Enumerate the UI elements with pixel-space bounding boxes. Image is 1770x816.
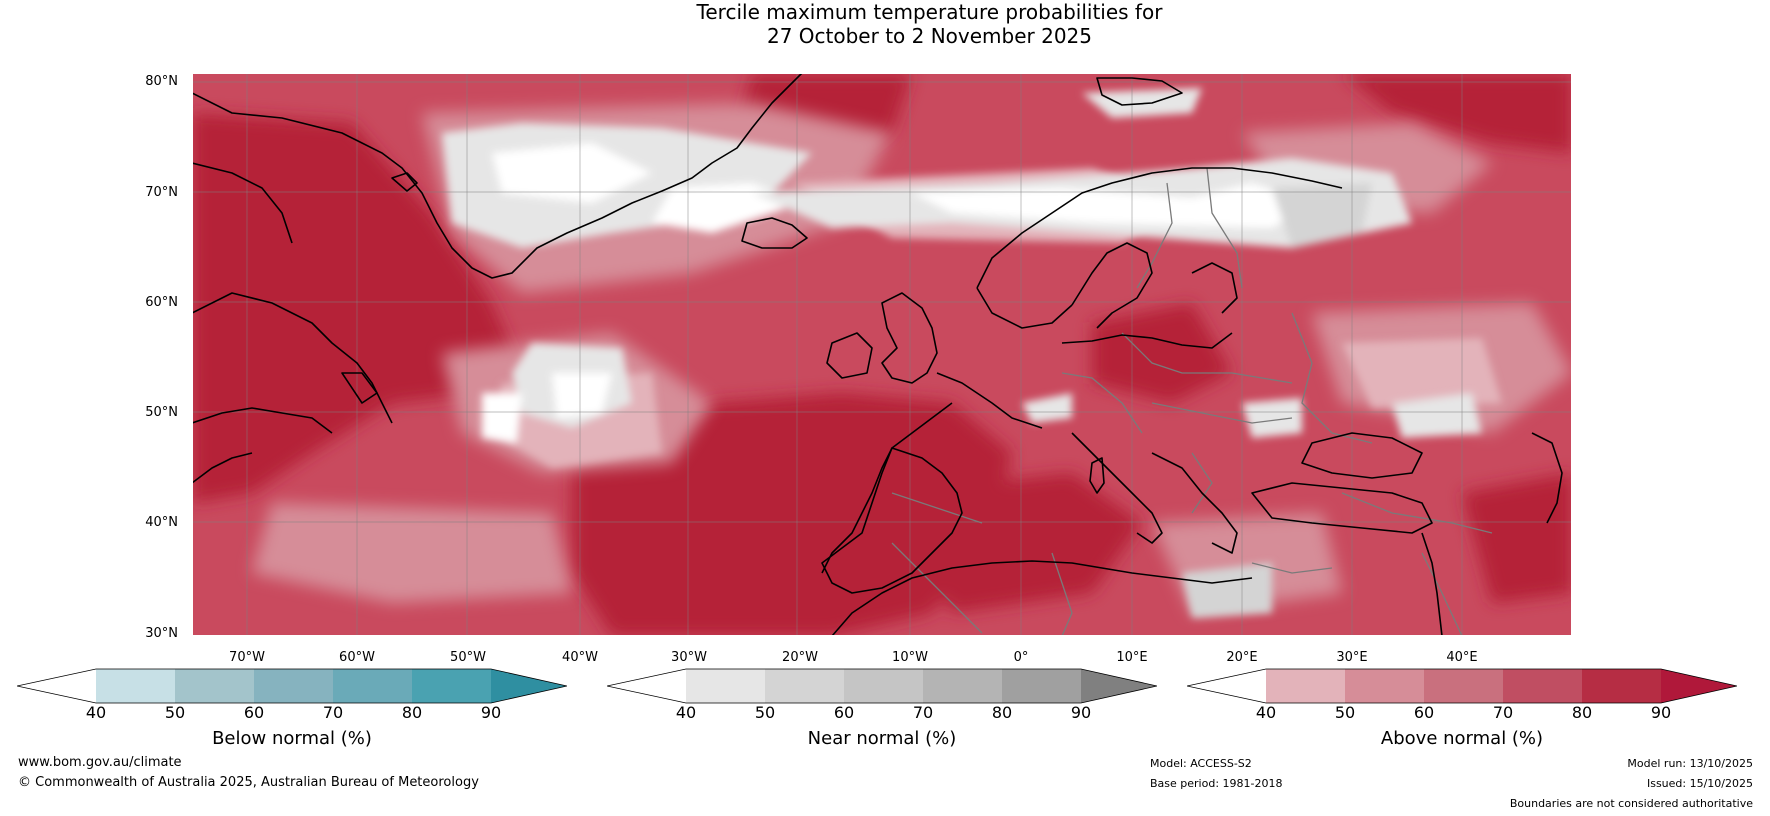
cbar-below-tick-60: 60 bbox=[243, 703, 265, 722]
cbar-near-segment-80-90 bbox=[1002, 669, 1081, 703]
graticule bbox=[192, 73, 1572, 636]
cbar-below-segment-80-90 bbox=[412, 669, 491, 703]
coastlines bbox=[192, 73, 1563, 636]
lon-label-50w: 50°W bbox=[450, 650, 486, 665]
colorbar-near-ticks: 40 50 60 70 80 90 bbox=[607, 704, 1157, 722]
lat-label-60n: 60°N bbox=[145, 295, 178, 310]
colorbar-above-normal-svg bbox=[1186, 668, 1738, 704]
lon-label-70w: 70°W bbox=[229, 650, 265, 665]
cbar-below-tick-80: 80 bbox=[401, 703, 423, 722]
cbar-above-tick-70: 70 bbox=[1492, 703, 1514, 722]
cbar-near-tick-50: 50 bbox=[754, 703, 776, 722]
cbar-below-segment-max bbox=[491, 669, 567, 703]
cbar-above-segment-50-60 bbox=[1345, 669, 1424, 703]
lat-label-50n: 50°N bbox=[145, 405, 178, 420]
cbar-near-tick-90: 90 bbox=[1070, 703, 1092, 722]
lon-label-20w: 20°W bbox=[782, 650, 818, 665]
cbar-near-segment-max bbox=[1081, 669, 1157, 703]
cbar-near-segment-50-60 bbox=[765, 669, 844, 703]
cbar-below-tick-70: 70 bbox=[322, 703, 344, 722]
lon-label-10w: 10°W bbox=[892, 650, 928, 665]
colorbar-below-normal bbox=[16, 668, 568, 704]
cbar-above-tick-50: 50 bbox=[1334, 703, 1356, 722]
cbar-above-tick-80: 80 bbox=[1571, 703, 1593, 722]
base-period: Base period: 1981-2018 bbox=[1150, 777, 1283, 790]
cbar-below-tick-40: 40 bbox=[85, 703, 107, 722]
colorbar-below-label: Below normal (%) bbox=[212, 728, 372, 749]
lon-label-10e: 10°E bbox=[1116, 650, 1148, 665]
cbar-below-segment-min bbox=[17, 669, 96, 703]
boundaries-disclaimer: Boundaries are not considered authoritat… bbox=[1509, 797, 1753, 810]
cbar-above-segment-60-70 bbox=[1424, 669, 1503, 703]
lat-label-40n: 40°N bbox=[145, 515, 178, 530]
cbar-above-tick-40: 40 bbox=[1255, 703, 1277, 722]
lon-label-40w: 40°W bbox=[562, 650, 598, 665]
title-line-1: Tercile maximum temperature probabilitie… bbox=[696, 0, 1163, 24]
colorbar-above-label: Above normal (%) bbox=[1380, 728, 1544, 749]
lat-label-70n: 70°N bbox=[145, 185, 178, 200]
field-near-normal bbox=[442, 88, 1482, 618]
model-name: Model: ACCESS-S2 bbox=[1150, 757, 1252, 770]
issued-date: Issued: 15/10/2025 bbox=[1646, 777, 1753, 790]
cbar-above-segment-70-80 bbox=[1503, 669, 1582, 703]
cbar-near-segment-70-80 bbox=[923, 669, 1002, 703]
cbar-near-segment-min bbox=[607, 669, 686, 703]
probability-map[interactable] bbox=[192, 73, 1572, 636]
lat-label-30n: 30°N bbox=[145, 626, 178, 641]
country-borders bbox=[891, 167, 1493, 636]
cbar-below-segment-40-50 bbox=[96, 669, 175, 703]
cbar-above-segment-min bbox=[1187, 669, 1266, 703]
lon-label-20e: 20°E bbox=[1226, 650, 1258, 665]
cbar-near-tick-40: 40 bbox=[675, 703, 697, 722]
website-link[interactable]: www.bom.gov.au/climate bbox=[18, 755, 182, 770]
cbar-below-segment-60-70 bbox=[254, 669, 333, 703]
colorbar-near-label: Near normal (%) bbox=[807, 728, 957, 749]
lat-label-80n: 80°N bbox=[145, 74, 178, 89]
lon-label-40e: 40°E bbox=[1446, 650, 1478, 665]
cbar-near-tick-80: 80 bbox=[991, 703, 1013, 722]
chart-title: Tercile maximum temperature probabilitie… bbox=[0, 0, 1770, 48]
title-line-2: 27 October to 2 November 2025 bbox=[766, 24, 1093, 48]
lon-label-60w: 60°W bbox=[339, 650, 375, 665]
lon-label-30e: 30°E bbox=[1336, 650, 1368, 665]
model-run-date: Model run: 13/10/2025 bbox=[1627, 757, 1753, 770]
copyright-text: © Commonwealth of Australia 2025, Austra… bbox=[18, 775, 479, 790]
map-svg bbox=[192, 73, 1572, 636]
colorbar-near-normal bbox=[606, 668, 1158, 704]
cbar-above-tick-60: 60 bbox=[1413, 703, 1435, 722]
lon-label-0: 0° bbox=[1013, 650, 1029, 665]
cbar-above-segment-max bbox=[1661, 669, 1737, 703]
cbar-near-segment-40-50 bbox=[686, 669, 765, 703]
cbar-below-segment-70-80 bbox=[333, 669, 412, 703]
cbar-near-tick-60: 60 bbox=[833, 703, 855, 722]
cbar-above-segment-40-50 bbox=[1266, 669, 1345, 703]
cbar-near-segment-60-70 bbox=[844, 669, 923, 703]
cbar-below-tick-90: 90 bbox=[480, 703, 502, 722]
lon-label-30w: 30°W bbox=[671, 650, 707, 665]
colorbar-above-ticks: 40 50 60 70 80 90 bbox=[1187, 704, 1737, 722]
colorbar-below-normal-svg bbox=[16, 668, 568, 704]
cbar-near-tick-70: 70 bbox=[912, 703, 934, 722]
cbar-above-segment-80-90 bbox=[1582, 669, 1661, 703]
cbar-below-segment-50-60 bbox=[175, 669, 254, 703]
colorbar-above-normal bbox=[1186, 668, 1738, 704]
cbar-below-tick-50: 50 bbox=[164, 703, 186, 722]
colorbar-near-normal-svg bbox=[606, 668, 1158, 704]
cbar-above-tick-90: 90 bbox=[1650, 703, 1672, 722]
map-frame bbox=[192, 73, 1572, 636]
colorbar-below-ticks: 40 50 60 70 80 90 bbox=[17, 704, 567, 722]
